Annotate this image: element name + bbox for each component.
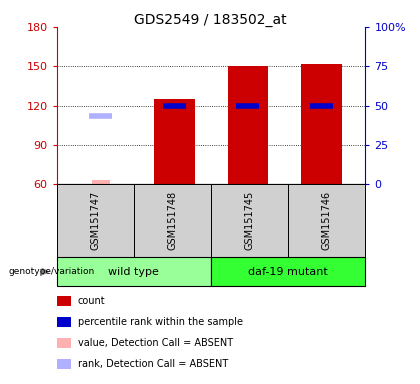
Bar — [92, 180, 110, 184]
Text: GDS2549 / 183502_at: GDS2549 / 183502_at — [134, 13, 286, 27]
Text: percentile rank within the sample: percentile rank within the sample — [78, 317, 243, 327]
Bar — [228, 66, 268, 184]
Bar — [301, 64, 341, 184]
Text: GSM151746: GSM151746 — [322, 191, 332, 250]
Text: count: count — [78, 296, 105, 306]
Text: genotype/variation: genotype/variation — [8, 267, 95, 276]
Bar — [154, 99, 194, 184]
Text: rank, Detection Call = ABSENT: rank, Detection Call = ABSENT — [78, 359, 228, 369]
Text: wild type: wild type — [108, 266, 159, 277]
Text: GSM151748: GSM151748 — [168, 191, 178, 250]
Text: daf-19 mutant: daf-19 mutant — [248, 266, 328, 277]
Text: GSM151745: GSM151745 — [244, 191, 255, 250]
Text: value, Detection Call = ABSENT: value, Detection Call = ABSENT — [78, 338, 233, 348]
Text: GSM151747: GSM151747 — [90, 191, 100, 250]
